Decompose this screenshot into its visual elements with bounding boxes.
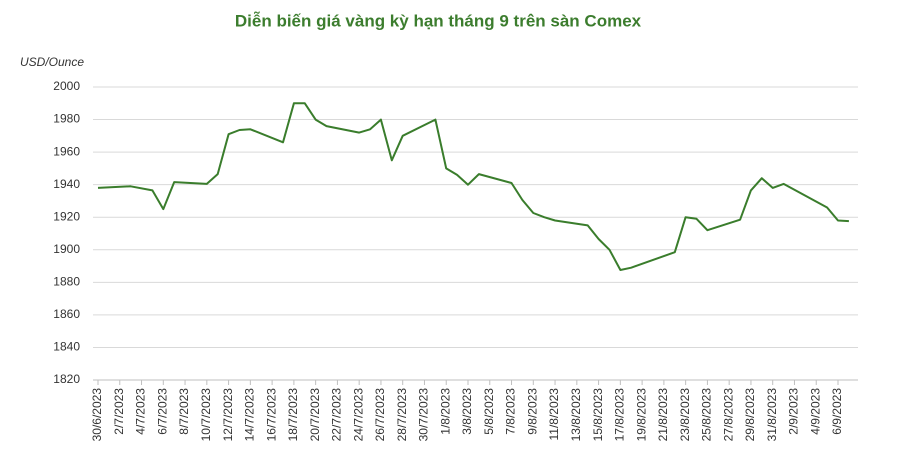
x-tick-label: 27/8/2023 (721, 388, 735, 442)
x-tick-label: 18/7/2023 (286, 388, 300, 442)
y-tick-label: 2000 (53, 79, 80, 93)
y-tick-label: 1940 (53, 177, 80, 191)
x-tick-label: 6/7/2023 (155, 388, 169, 435)
x-tick-label: 25/8/2023 (700, 388, 714, 442)
x-tick-label: 15/8/2023 (591, 388, 605, 442)
x-tick-label: 1/8/2023 (438, 388, 452, 435)
x-tick-label: 6/9/2023 (830, 388, 844, 435)
x-tick-label: 14/7/2023 (243, 388, 257, 442)
y-tick-label: 1960 (53, 144, 80, 158)
x-tick-label: 16/7/2023 (264, 388, 278, 442)
x-tick-label: 11/8/2023 (547, 388, 561, 441)
x-tick-label: 28/7/2023 (395, 388, 409, 442)
x-tick-label: 23/8/2023 (678, 388, 692, 442)
x-tick-label: 4/7/2023 (134, 388, 148, 435)
x-tick-label: 12/7/2023 (221, 388, 235, 442)
x-tick-label: 17/8/2023 (613, 388, 627, 442)
y-tick-label: 1900 (53, 242, 80, 256)
x-tick-label: 7/8/2023 (504, 388, 518, 435)
x-tick-label: 20/7/2023 (308, 388, 322, 442)
x-tick-label: 26/7/2023 (373, 388, 387, 442)
x-tick-label: 24/7/2023 (351, 388, 365, 442)
x-tick-label: 10/7/2023 (199, 388, 213, 442)
y-tick-label: 1860 (53, 307, 80, 321)
x-tick-label: 13/8/2023 (569, 388, 583, 442)
y-tick-label: 1840 (53, 340, 80, 354)
x-tick-label: 3/8/2023 (460, 388, 474, 435)
x-tick-label: 2/9/2023 (787, 388, 801, 435)
y-tick-label: 1880 (53, 275, 80, 289)
y-tick-label: 1980 (53, 112, 80, 126)
x-tick-label: 30/7/2023 (417, 388, 431, 442)
x-tick-label: 31/8/2023 (765, 388, 779, 442)
chart-title: Diễn biến giá vàng kỳ hạn tháng 9 trên s… (235, 11, 642, 30)
x-tick-label: 21/8/2023 (656, 388, 670, 442)
x-tick-label: 4/9/2023 (808, 388, 822, 435)
x-tick-label: 19/8/2023 (634, 388, 648, 442)
price-line (97, 102, 849, 271)
x-tick-label: 30/6/2023 (90, 388, 104, 442)
y-tick-label: 1920 (53, 209, 80, 223)
x-tick-label: 8/7/2023 (177, 388, 191, 435)
x-tick-label: 2/7/2023 (112, 388, 126, 435)
x-tick-label: 22/7/2023 (330, 388, 344, 442)
y-axis-label: USD/Ounce (20, 55, 84, 69)
x-tick-label: 9/8/2023 (525, 388, 539, 435)
x-tick-label: 5/8/2023 (482, 388, 496, 435)
y-tick-label: 1820 (53, 372, 80, 386)
x-tick-label: 29/8/2023 (743, 388, 757, 442)
